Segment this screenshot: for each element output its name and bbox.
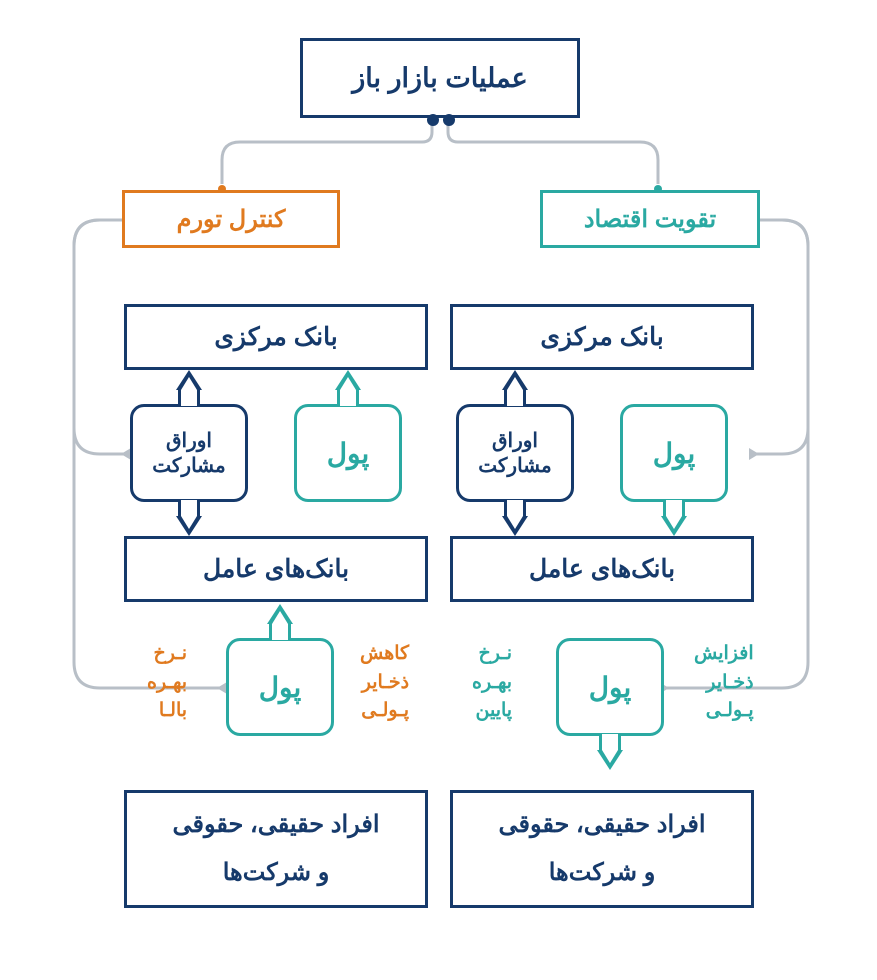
- arrow-stem: [504, 388, 526, 406]
- node-label: اوراق مشارکت: [478, 428, 551, 478]
- node-label: عملیات بازار باز: [352, 63, 528, 94]
- node-branch_left: کنترل تورم: [122, 190, 340, 248]
- node-ag_left: بانک‌های عامل: [124, 536, 428, 602]
- node-cb_left: بانک مرکزی: [124, 304, 428, 370]
- node-label: بانک مرکزی: [214, 322, 337, 352]
- arrow-head-mask: [507, 377, 523, 390]
- arrow-head-mask: [272, 611, 288, 624]
- side-note: کاهش ذخـایر پـولـی: [360, 640, 409, 726]
- connector-dot: [427, 114, 439, 126]
- node-label: افراد حقیقی، حقوقی و شرکت‌ها: [498, 801, 705, 897]
- node-label: اوراق مشارکت: [152, 428, 225, 478]
- node-label: بانک‌های عامل: [529, 554, 675, 584]
- node-bonds_left: اوراق مشارکت: [130, 404, 248, 502]
- node-ppl_right: افراد حقیقی، حقوقی و شرکت‌ها: [450, 790, 754, 908]
- node-money_left_1: پول: [294, 404, 402, 502]
- side-note: افزایش ذخـایر پـولـی: [694, 640, 754, 726]
- node-label: افراد حقیقی، حقوقی و شرکت‌ها: [172, 801, 379, 897]
- node-label: پول: [259, 671, 302, 704]
- node-label: بانک مرکزی: [540, 322, 663, 352]
- node-branch_right: تقویت اقتصاد: [540, 190, 760, 248]
- arrow-head-mask: [181, 377, 197, 390]
- node-ag_right: بانک‌های عامل: [450, 536, 754, 602]
- node-cb_right: بانک مرکزی: [450, 304, 754, 370]
- node-root: عملیات بازار باز: [300, 38, 580, 118]
- arrow-stem: [337, 388, 359, 406]
- node-label: تقویت اقتصاد: [584, 205, 716, 234]
- node-money_right_1: پول: [620, 404, 728, 502]
- arrow-head-mask: [666, 516, 682, 529]
- diagram-canvas: عملیات بازار باز تقویت اقتصاد کنترل تورم با…: [0, 0, 877, 980]
- arrow-head-mask: [340, 377, 356, 390]
- node-bonds_right: اوراق مشارکت: [456, 404, 574, 502]
- node-money_right_2: پول: [556, 638, 664, 736]
- node-ppl_left: افراد حقیقی، حقوقی و شرکت‌ها: [124, 790, 428, 908]
- node-money_left_2: پول: [226, 638, 334, 736]
- arrow-head-mask: [507, 516, 523, 529]
- connector-dot: [654, 185, 662, 193]
- side-note: نـرخ بهـره پایین: [472, 640, 512, 726]
- node-label: پول: [327, 437, 370, 470]
- side-note: نـرخ بهـره بالـا: [147, 640, 187, 726]
- arrow-stem: [178, 388, 200, 406]
- node-label: پول: [653, 437, 696, 470]
- arrow-head-mask: [602, 750, 618, 763]
- connector-dot: [443, 114, 455, 126]
- node-label: کنترل تورم: [177, 205, 286, 234]
- node-label: بانک‌های عامل: [203, 554, 349, 584]
- node-label: پول: [589, 671, 632, 704]
- arrow-head-mask: [181, 516, 197, 529]
- arrow-stem: [269, 622, 291, 640]
- connector-dot: [218, 185, 226, 193]
